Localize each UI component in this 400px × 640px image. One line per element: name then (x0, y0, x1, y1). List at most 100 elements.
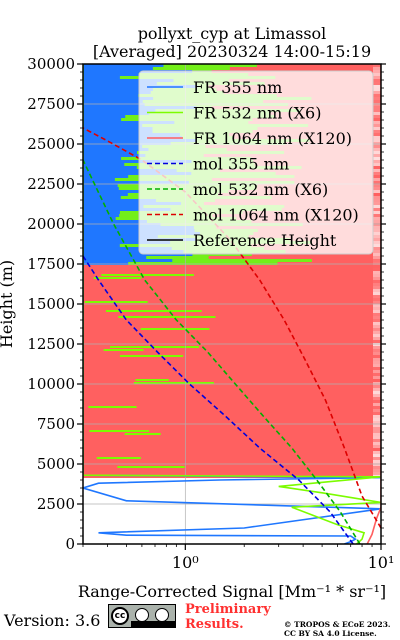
noise-gap (373, 157, 381, 160)
noise-band-1064 (83, 454, 381, 457)
noise-band-1064 (83, 280, 381, 283)
noise-band-1064 (83, 295, 381, 298)
copyright-notice: © TROPOS & ECoE 2023. CC BY SA 4.0 Licen… (284, 620, 391, 638)
noise-gap (373, 193, 381, 196)
noise-gap (373, 265, 381, 268)
noise-band-1064 (311, 259, 381, 262)
noise-band-1064 (83, 430, 381, 433)
noise-band-1064 (83, 334, 381, 337)
noise-gap (373, 370, 381, 373)
noise-band-1064 (83, 268, 381, 271)
noise-gap (373, 394, 381, 397)
noise-band-1064 (83, 301, 381, 304)
noise-band-1064 (83, 343, 381, 346)
noise-band-532 (140, 328, 210, 330)
noise-band-532 (124, 433, 161, 435)
noise-gap (373, 262, 381, 265)
noise-gap (373, 427, 381, 430)
noise-band-1064 (83, 385, 381, 388)
x-axis-label: Range-Corrected Signal [Mm⁻¹ * sr⁻¹] (78, 582, 386, 600)
noise-gap (373, 322, 381, 325)
noise-band-1064 (83, 403, 381, 406)
noise-gap (373, 94, 381, 97)
noise-gap (373, 172, 381, 175)
noise-band-1064 (229, 67, 381, 70)
series-line-mol-532-nm-x6- (83, 159, 361, 544)
noise-gap (373, 64, 381, 67)
noise-gap (373, 214, 381, 217)
y-tick-label: 22500 (27, 175, 75, 193)
noise-gap (373, 376, 381, 379)
badge-strip (131, 621, 175, 627)
noise-band-1064 (83, 322, 381, 325)
noise-gap (373, 247, 381, 250)
noise-gap (373, 238, 381, 241)
noise-gap (373, 472, 381, 475)
cc-by-sa-badge: cc (108, 604, 176, 628)
noise-band-1064 (83, 277, 381, 280)
noise-gap (373, 250, 381, 253)
noise-gap (373, 268, 381, 271)
noise-gap (373, 190, 381, 193)
noise-gap (373, 382, 381, 385)
noise-band-532 (93, 277, 142, 279)
noise-gap (373, 430, 381, 433)
noise-gap (373, 88, 381, 91)
noise-gap (373, 103, 381, 106)
noise-gap (373, 286, 381, 289)
noise-gap (373, 211, 381, 214)
noise-gap (373, 337, 381, 340)
noise-gap (373, 178, 381, 181)
noise-gap (373, 283, 381, 286)
noise-gap (373, 115, 381, 118)
legend-label: FR 532 nm (X6) (193, 104, 321, 123)
noise-band-1064 (83, 451, 381, 454)
noise-gap (373, 445, 381, 448)
legend: FR 355 nm FR 532 nm (X6) FR 1064 nm (X120)… (138, 70, 374, 255)
sa-icon (155, 608, 169, 622)
y-tick-label: 17500 (27, 255, 75, 273)
noise-gap (373, 241, 381, 244)
chart-figure: pollyxt_cyp at Limassol [Averaged] 20230… (0, 24, 394, 600)
noise-band-1064 (83, 409, 381, 412)
noise-gap (373, 412, 381, 415)
noise-gap (373, 451, 381, 454)
noise-gap (373, 127, 381, 130)
noise-band-1064 (83, 355, 381, 358)
noise-band-1064 (83, 466, 381, 469)
noise-band-532 (101, 274, 194, 276)
noise-gap (373, 388, 381, 391)
noise-band-532 (135, 379, 169, 381)
noise-band-1064 (83, 439, 381, 442)
noise-band-532 (117, 466, 185, 468)
noise-band-1064 (277, 262, 381, 265)
noise-gap (373, 364, 381, 367)
noise-gap (373, 367, 381, 370)
chart-title: pollyxt_cyp at Limassol (138, 24, 327, 43)
noise-band-1064 (83, 424, 381, 427)
noise-gap (373, 136, 381, 139)
noise-band-1064 (83, 328, 381, 331)
noise-gap (373, 454, 381, 457)
y-tick-label: 27500 (27, 95, 75, 113)
noise-band-532 (105, 310, 202, 312)
noise-gap (373, 256, 381, 259)
noise-gap (373, 343, 381, 346)
noise-band-1064 (83, 460, 381, 463)
noise-band-1064 (83, 352, 381, 355)
noise-gap (373, 460, 381, 463)
noise-gap (373, 85, 381, 88)
noise-gap (373, 358, 381, 361)
noise-band-1064 (83, 448, 381, 451)
noise-gap (373, 325, 381, 328)
noise-gap (373, 70, 381, 73)
noise-band-1064 (83, 283, 381, 286)
noise-gap (373, 169, 381, 172)
noise-gap (373, 226, 381, 229)
noise-band-1064 (83, 415, 381, 418)
noise-gap (373, 148, 381, 151)
noise-band-1064 (83, 457, 381, 460)
noise-gap (373, 139, 381, 142)
noise-gap (373, 448, 381, 451)
preliminary-notice: Preliminary Results. (185, 602, 271, 632)
